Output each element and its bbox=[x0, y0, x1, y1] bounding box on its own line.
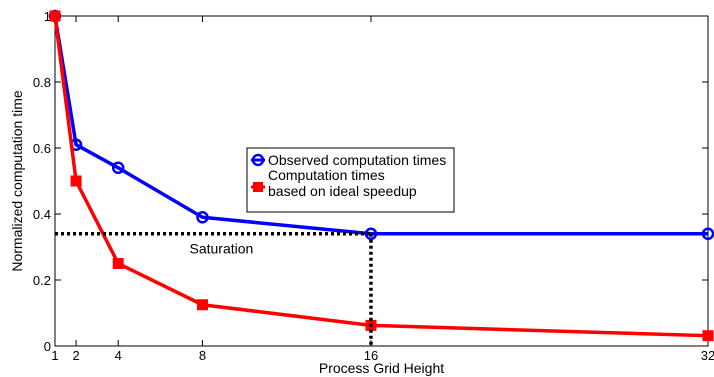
series-0-point bbox=[701, 227, 714, 241]
y-tick-label: 0.8 bbox=[33, 75, 51, 90]
x-tick-label: 4 bbox=[115, 348, 122, 363]
plot-frame bbox=[54, 15, 709, 347]
series-0-point bbox=[111, 161, 125, 175]
series-1-point bbox=[702, 330, 714, 342]
series-1-point bbox=[196, 299, 208, 311]
x-tick-label: 16 bbox=[364, 348, 378, 363]
series-0-point bbox=[364, 227, 378, 241]
legend-label-1-line-1: based on ideal speedup bbox=[268, 183, 417, 199]
legend-label-1-line-0: Computation times bbox=[268, 167, 385, 183]
series-line-1 bbox=[53, 15, 709, 338]
x-tick-label: 1 bbox=[51, 348, 58, 363]
saturation-label: Saturation bbox=[189, 241, 253, 257]
legend-label-0: Observed computation times bbox=[268, 152, 446, 168]
legend-swatch-marker-0 bbox=[251, 153, 265, 167]
y-tick-label: 0.4 bbox=[33, 207, 51, 222]
y-tick-label: 0.6 bbox=[33, 141, 51, 156]
y-tick-label: 0 bbox=[44, 339, 51, 354]
x-tick-label: 2 bbox=[72, 348, 79, 363]
annotations: Saturation bbox=[55, 232, 373, 346]
series-1-point bbox=[112, 258, 124, 269]
x-tick-label: 8 bbox=[199, 348, 206, 363]
legend-box bbox=[246, 147, 455, 213]
series-1-point bbox=[70, 175, 82, 187]
y-tick-label: 1 bbox=[44, 9, 51, 24]
series-1-point bbox=[49, 10, 61, 22]
y-axis-label: Normalized computation time bbox=[9, 90, 25, 272]
x-tick-label: 32 bbox=[701, 348, 714, 363]
series-line-0 bbox=[53, 15, 708, 236]
legend-swatch-marker-1 bbox=[253, 182, 263, 192]
x-axis-label: Process Grid Height bbox=[319, 360, 444, 376]
y-tick-label: 0.2 bbox=[33, 273, 51, 288]
series-0-point bbox=[196, 211, 209, 224]
